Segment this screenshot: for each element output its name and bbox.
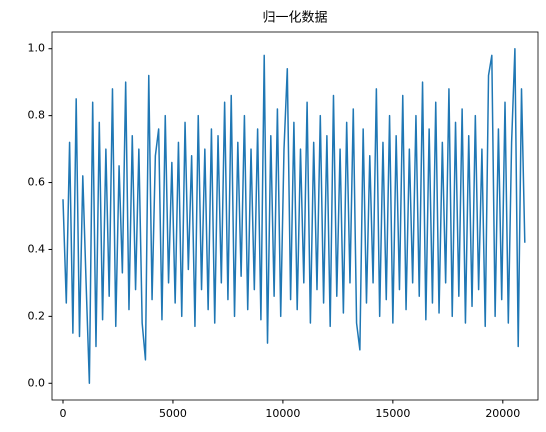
x-tick-label: 0 (59, 407, 66, 420)
x-tick-label: 10000 (265, 407, 300, 420)
axes-frame (51, 31, 539, 401)
x-tick-label: 5000 (159, 407, 187, 420)
data-line (62, 47, 526, 385)
x-tick-label: 15000 (375, 407, 410, 420)
chart-title: 归一化数据 (262, 11, 327, 26)
x-tick-label: 20000 (485, 407, 520, 420)
y-tick-label: 0.6 (28, 176, 46, 189)
y-tick-label: 0.2 (28, 309, 46, 322)
y-tick-label: 1.0 (28, 42, 46, 55)
y-tick-label: 0.8 (28, 109, 46, 122)
y-tick-label: 0.0 (28, 376, 46, 389)
y-tick-label: 0.4 (28, 242, 46, 255)
